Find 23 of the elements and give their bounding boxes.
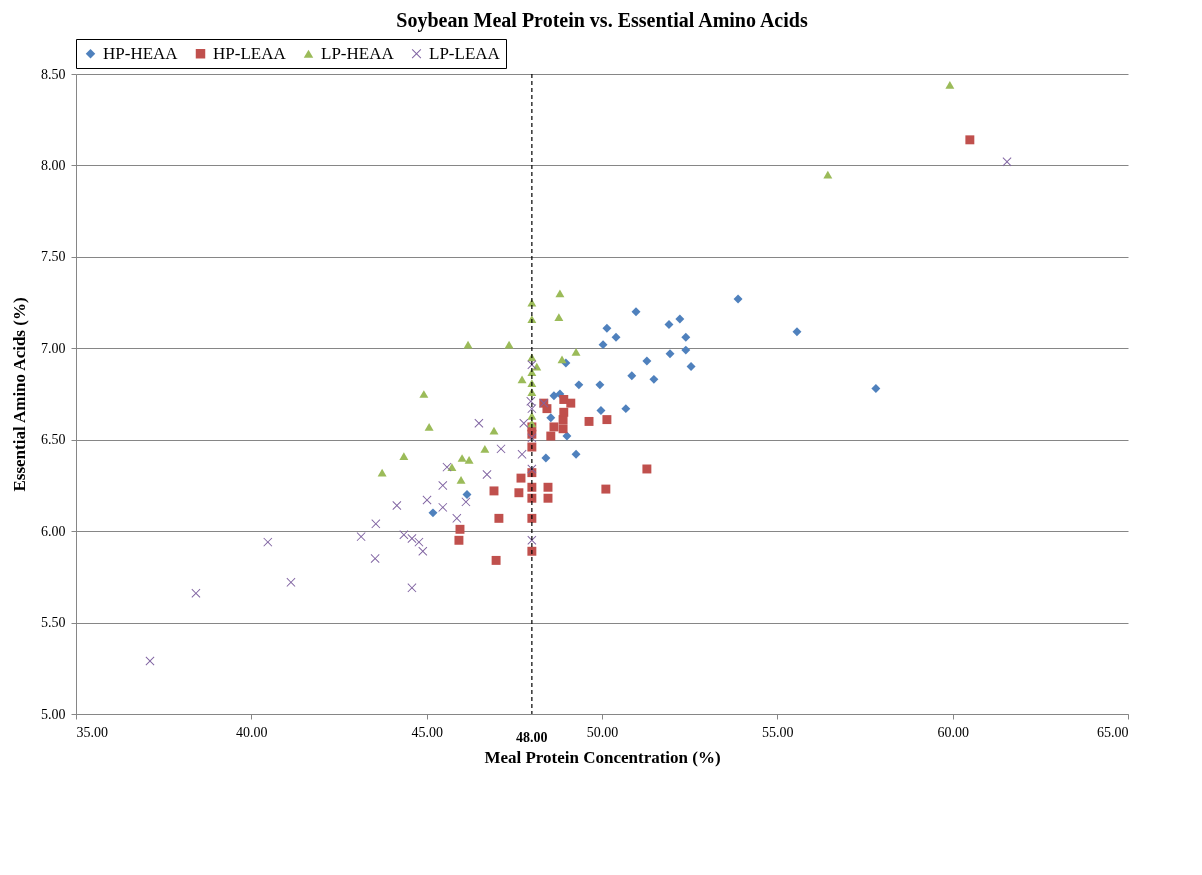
legend-label: HP-HEAA bbox=[103, 43, 179, 63]
y-tick-label: 8.50 bbox=[41, 66, 66, 82]
x-tick-label: 65.00 bbox=[1097, 724, 1129, 740]
y-tick-label: 5.50 bbox=[41, 615, 66, 631]
y-tick-label: 6.00 bbox=[41, 523, 66, 539]
y-tick-label: 7.50 bbox=[41, 249, 66, 265]
x-tick-label: 50.00 bbox=[586, 724, 619, 740]
y-tick-label: 6.50 bbox=[41, 432, 66, 448]
legend-label: HP-LEAA bbox=[213, 43, 287, 63]
x-tick-label: 35.00 bbox=[76, 724, 108, 740]
legend-label: LP-LEAA bbox=[429, 43, 501, 63]
x-tick-label: 60.00 bbox=[937, 724, 969, 740]
y-axis-title: Essential Amino Acids (%) bbox=[10, 297, 29, 492]
x-tick-label: 40.00 bbox=[236, 724, 268, 740]
y-tick-label: 8.00 bbox=[41, 157, 66, 173]
y-tick-label: 5.00 bbox=[41, 706, 66, 722]
chart-title: Soybean Meal Protein vs. Essential Amino Acids bbox=[396, 8, 808, 32]
ref-line-label: 48.00 bbox=[516, 730, 548, 745]
x-tick-label: 45.00 bbox=[411, 724, 443, 740]
legend-label: LP-HEAA bbox=[321, 43, 395, 63]
x-axis-title: Meal Protein Concentration (%) bbox=[484, 747, 721, 767]
y-tick-label: 7.00 bbox=[41, 340, 66, 356]
x-tick-label: 55.00 bbox=[762, 724, 794, 740]
